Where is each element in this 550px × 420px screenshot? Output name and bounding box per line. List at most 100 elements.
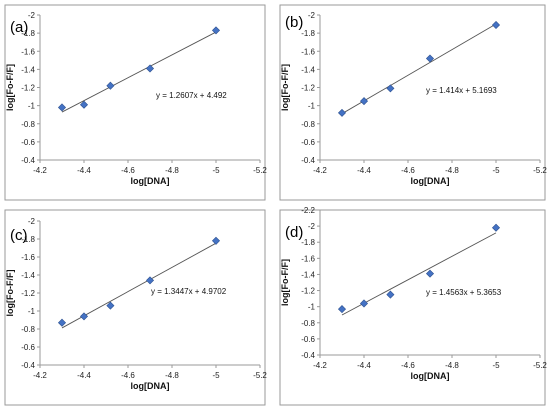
panel-label: (b) — [285, 14, 303, 31]
x-tick-label: -5.2 — [253, 166, 267, 175]
y-tick-label: -1.8 — [21, 29, 35, 38]
panel-label: (c) — [10, 227, 28, 244]
equation-label: y = 1.3447x + 4.9702 — [151, 287, 227, 296]
x-tick-label: -4.4 — [357, 361, 371, 370]
y-tick-label: -1 — [308, 303, 316, 312]
trendline — [61, 242, 217, 329]
y-tick-label: -0.4 — [301, 351, 315, 360]
y-tick-label: -0.4 — [21, 156, 35, 165]
data-point — [359, 97, 369, 106]
y-tick-label: -1 — [28, 307, 36, 316]
y-tick-label: -1.4 — [301, 270, 315, 279]
x-tick-label: -5 — [212, 371, 220, 380]
y-tick-label: -1.6 — [301, 254, 315, 263]
y-tick-label: -1.6 — [301, 47, 315, 56]
x-tick-label: -5.2 — [533, 361, 547, 370]
y-tick-label: -1.2 — [301, 84, 315, 93]
trendline — [341, 232, 497, 316]
y-tick-label: -2 — [28, 217, 36, 226]
y-tick-label: -0.6 — [301, 138, 315, 147]
data-point — [337, 305, 347, 314]
x-axis-label: log[DNA] — [131, 381, 170, 391]
data-point — [57, 103, 67, 112]
trendline — [61, 31, 217, 113]
y-tick-label: -1.8 — [301, 29, 315, 38]
panel-frame — [4, 209, 266, 406]
y-axis-label: log[Fo-F/F] — [5, 270, 15, 317]
data-point — [211, 236, 221, 245]
panel-b: -2 -1.8 -1.6 -1.4 -1.2 -1 -0.8 -0.6 -0.4-4.2 -4.4… — [279, 4, 547, 201]
panel-frame — [279, 209, 546, 406]
equation-label: y = 1.4563x + 5.3653 — [426, 288, 502, 297]
y-tick-label: -0.6 — [21, 343, 35, 352]
panel-a: -2 -1.8 -1.6 -1.4 -1.2 -1 -0.8 -0.6 -0.4-4.2 -4.4… — [4, 4, 267, 201]
x-tick-label: -4.4 — [77, 166, 91, 175]
x-tick-label: -5.2 — [533, 166, 547, 175]
y-tick-label: -1.6 — [21, 253, 35, 262]
y-tick-label: -0.4 — [301, 156, 315, 165]
y-tick-label: -2.2 — [301, 206, 315, 215]
y-tick-label: -0.8 — [21, 325, 35, 334]
y-tick-label: -1.2 — [21, 84, 35, 93]
x-tick-label: -4.2 — [313, 361, 327, 370]
data-point — [359, 299, 369, 308]
x-tick-label: -4.4 — [77, 371, 91, 380]
data-point — [337, 108, 347, 117]
data-point — [79, 100, 89, 109]
y-tick-label: -1 — [28, 102, 36, 111]
x-tick-label: -4.6 — [401, 361, 415, 370]
y-tick-label: -1.2 — [301, 287, 315, 296]
panel-label: (a) — [10, 19, 28, 36]
y-tick-label: -1.6 — [21, 47, 35, 56]
y-tick-label: -1.8 — [301, 238, 315, 247]
panel-c: -2 -1.8 -1.6 -1.4 -1.2 -1 -0.8 -0.6 -0.4-4.2 -4.4… — [4, 209, 267, 406]
panel-label: (d) — [285, 224, 303, 241]
y-tick-label: -1.4 — [21, 65, 35, 74]
y-tick-label: -1 — [308, 102, 316, 111]
data-point — [491, 223, 501, 232]
x-tick-label: -5.2 — [253, 371, 267, 380]
trendline — [341, 23, 497, 115]
data-point — [425, 269, 435, 278]
panel-d: -2.2 -2 -1.8 -1.6 -1.4 -1.2 -1 -0.8 -0.6 -0.4-4.2… — [279, 206, 547, 406]
equation-label: y = 1.2607x + 4.492 — [156, 91, 227, 100]
y-tick-label: -2 — [308, 222, 316, 231]
data-point — [386, 290, 395, 299]
data-point — [386, 84, 395, 93]
data-point — [145, 276, 155, 285]
y-tick-label: -2 — [308, 11, 316, 20]
y-axis-label: log[Fo-F/F] — [280, 259, 290, 306]
data-point — [491, 20, 501, 29]
x-tick-label: -4.8 — [445, 166, 459, 175]
y-tick-label: -1.2 — [21, 289, 35, 298]
x-tick-label: -4.2 — [33, 166, 47, 175]
y-axis-label: log[Fo-F/F] — [280, 64, 290, 111]
y-tick-label: -0.8 — [21, 120, 35, 129]
x-tick-label: -4.6 — [121, 166, 135, 175]
y-tick-label: -0.6 — [301, 335, 315, 344]
panel-frame — [4, 4, 266, 201]
x-tick-label: -4.8 — [165, 371, 179, 380]
y-tick-label: -0.8 — [301, 319, 315, 328]
data-point — [79, 312, 89, 321]
equation-label: y = 1.414x + 5.1693 — [426, 86, 497, 95]
data-point — [57, 318, 67, 327]
x-tick-label: -4.8 — [165, 166, 179, 175]
data-point — [106, 301, 115, 310]
x-tick-label: -5 — [212, 166, 220, 175]
y-tick-label: -1.4 — [301, 65, 315, 74]
y-tick-label: -1.8 — [21, 235, 35, 244]
data-point — [211, 26, 221, 35]
y-tick-label: -0.4 — [21, 361, 35, 370]
y-tick-label: -1.4 — [21, 271, 35, 280]
x-axis-label: log[DNA] — [131, 176, 170, 186]
data-point — [425, 54, 435, 63]
y-tick-label: -0.6 — [21, 138, 35, 147]
x-axis-label: log[DNA] — [411, 176, 450, 186]
panel-frame — [279, 4, 546, 201]
x-tick-label: -4.6 — [121, 371, 135, 380]
x-tick-label: -4.8 — [445, 361, 459, 370]
x-tick-label: -5 — [492, 361, 500, 370]
x-tick-label: -4.2 — [313, 166, 327, 175]
